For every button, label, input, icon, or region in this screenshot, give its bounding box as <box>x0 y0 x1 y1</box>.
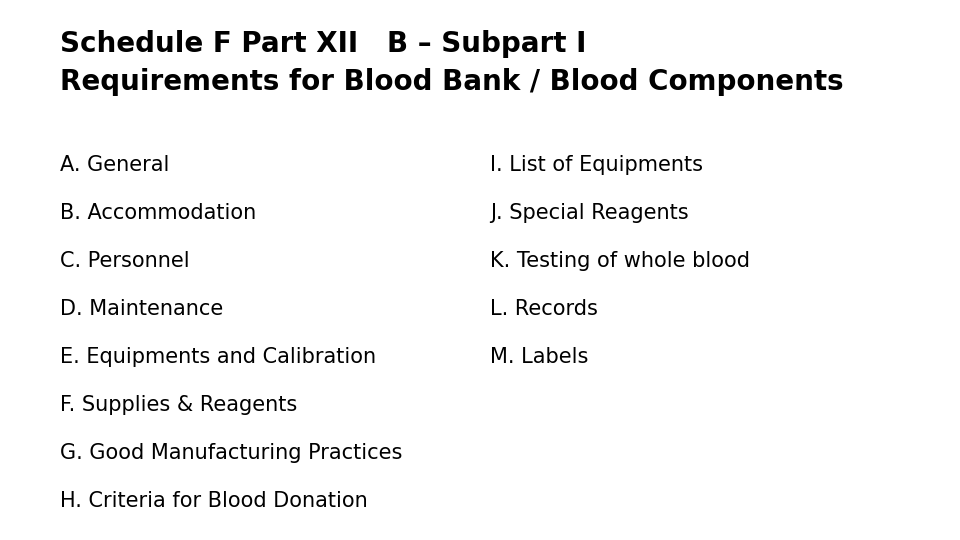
Text: J. Special Reagents: J. Special Reagents <box>490 203 688 223</box>
Text: Requirements for Blood Bank / Blood Components: Requirements for Blood Bank / Blood Comp… <box>60 68 844 96</box>
Text: G. Good Manufacturing Practices: G. Good Manufacturing Practices <box>60 443 402 463</box>
Text: B. Accommodation: B. Accommodation <box>60 203 256 223</box>
Text: H. Criteria for Blood Donation: H. Criteria for Blood Donation <box>60 491 368 511</box>
Text: F. Supplies & Reagents: F. Supplies & Reagents <box>60 395 298 415</box>
Text: E. Equipments and Calibration: E. Equipments and Calibration <box>60 347 376 367</box>
Text: K. Testing of whole blood: K. Testing of whole blood <box>490 251 750 271</box>
Text: D. Maintenance: D. Maintenance <box>60 299 224 319</box>
Text: L. Records: L. Records <box>490 299 598 319</box>
Text: Schedule F Part XII   B – Subpart I: Schedule F Part XII B – Subpart I <box>60 30 587 58</box>
Text: I. List of Equipments: I. List of Equipments <box>490 155 703 175</box>
Text: M. Labels: M. Labels <box>490 347 588 367</box>
Text: A. General: A. General <box>60 155 169 175</box>
Text: C. Personnel: C. Personnel <box>60 251 190 271</box>
